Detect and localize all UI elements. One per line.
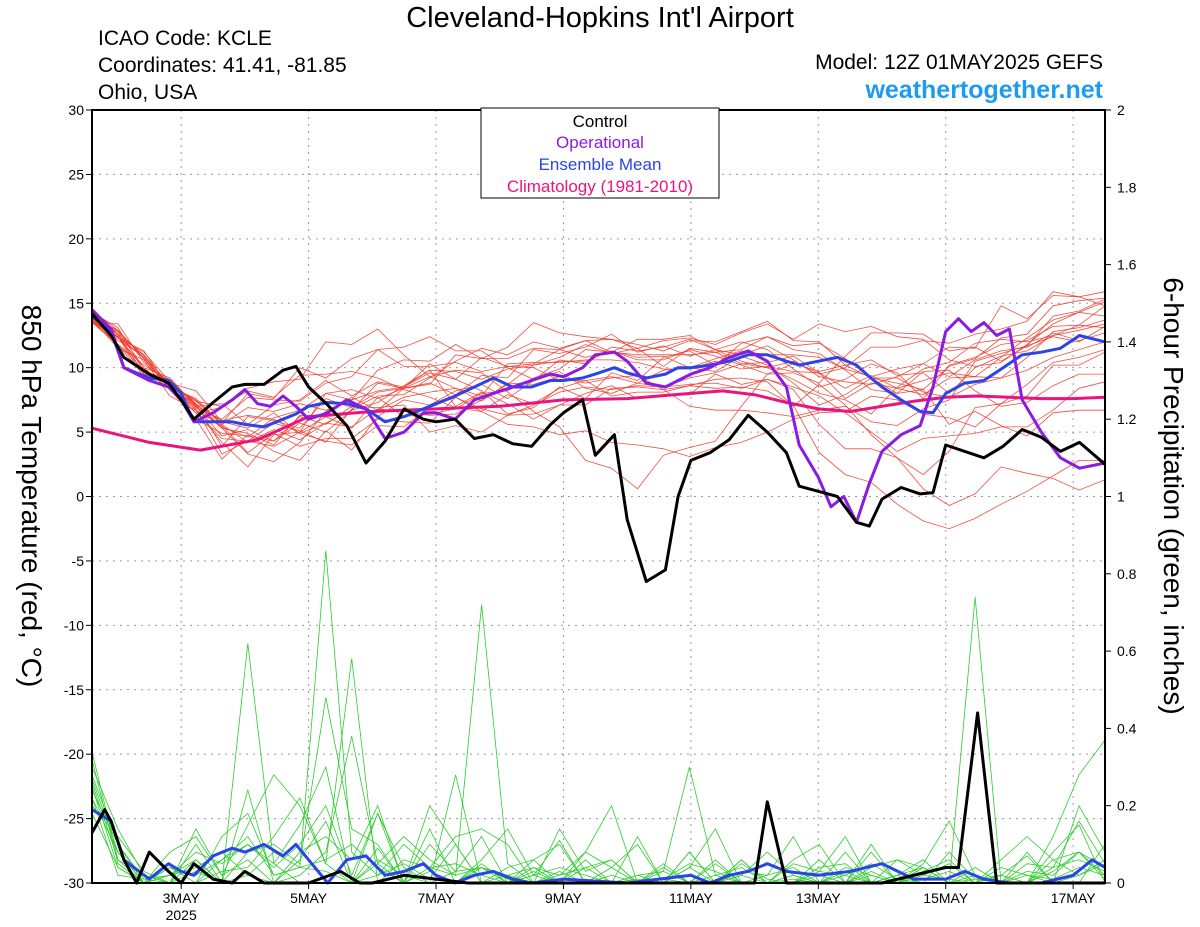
grid-layer: [92, 110, 1105, 883]
model-run: Model: 12Z 01MAY2025 GEFS: [815, 51, 1103, 74]
left-tick-label: -10: [64, 617, 84, 633]
temp-member-2: [91, 320, 1106, 476]
left-tick-label: -20: [64, 746, 84, 762]
temp-members-layer: [91, 291, 1106, 530]
temp-member-8: [91, 301, 1106, 425]
x-tick-label: 11MAY: [669, 890, 713, 906]
icao-code: ICAO Code: KCLE: [98, 27, 272, 50]
left-tick-label: 15: [68, 295, 84, 311]
site-link[interactable]: weathertogether.net: [865, 76, 1103, 104]
chart-title: Cleveland-Hopkins Int'l Airport: [406, 2, 794, 34]
ensemble-mean-right-line: [91, 808, 1106, 885]
coordinates: Coordinates: 41.41, -81.85: [98, 54, 347, 77]
left-tick-label: 30: [68, 102, 84, 118]
right-tick-label: 0.4: [1117, 720, 1137, 736]
temp-member-4: [91, 315, 1106, 506]
temp-member-7: [91, 291, 1106, 454]
y-axis-label-left: 850 hPa Temperature (red, °C): [16, 305, 47, 688]
temp-member-6: [91, 312, 1106, 455]
left-tick-label: 0: [76, 489, 84, 505]
temp-member-3: [91, 291, 1106, 461]
control-right-line: [90, 711, 1105, 885]
precip-members-layer: [91, 550, 1106, 885]
temp-member-20: [91, 318, 1106, 490]
right-tick-label: 0.2: [1117, 798, 1137, 814]
left-tick-label: 20: [68, 231, 84, 247]
left-tick-label: -5: [72, 553, 85, 569]
region: Ohio, USA: [98, 81, 198, 104]
left-tick-label: -25: [64, 811, 84, 827]
precip-member-2: [91, 697, 1106, 884]
x-tick-label: 9MAY: [545, 890, 583, 906]
x-tick-label: 13MAY: [796, 890, 842, 906]
left-tick-label: -15: [64, 682, 84, 698]
temp-member-15: [91, 312, 1106, 424]
x-tick-sublabel: 2025: [166, 907, 197, 923]
legend-ensemble-mean: Ensemble Mean: [539, 155, 662, 174]
axes-layer: 302520151050-5-10-15-20-25-3021.81.61.41…: [64, 102, 1137, 923]
precip-member-1: [91, 739, 1106, 884]
legend-box: Control Operational Ensemble Mean Climat…: [480, 107, 720, 199]
x-tick-label: 7MAY: [417, 890, 455, 906]
x-tick-label: 5MAY: [290, 890, 328, 906]
left-tick-label: 10: [68, 360, 84, 376]
temp-member-17: [91, 321, 1106, 458]
right-tick-label: 1.8: [1117, 179, 1137, 195]
climatology-1981-2010-left-line: [91, 389, 1106, 452]
precip-member-11: [91, 751, 1106, 884]
temp-member-12: [91, 320, 1106, 443]
legend-operational: Operational: [556, 133, 644, 152]
precip-member-7: [91, 658, 1106, 884]
left-tick-label: 25: [68, 166, 84, 182]
right-tick-label: 1.4: [1117, 334, 1137, 350]
right-tick-label: 0.8: [1117, 566, 1137, 582]
precip-member-10: [91, 797, 1106, 884]
temp-member-14: [91, 311, 1106, 452]
precip-member-12: [91, 786, 1106, 884]
right-tick-label: 0: [1117, 875, 1125, 891]
temp-member-5: [91, 299, 1106, 427]
left-tick-label: 5: [76, 424, 84, 440]
temp-member-16: [91, 305, 1106, 447]
left-tick-label: -30: [64, 875, 84, 891]
right-tick-label: 2: [1117, 102, 1125, 118]
x-tick-label: 17MAY: [1051, 890, 1097, 906]
operational-left-line: [90, 308, 1106, 524]
legend-control: Control: [573, 112, 628, 131]
control-left-line: [90, 312, 1106, 583]
y-axis-label-right: 6-hour Precipitation (green, inches): [1158, 277, 1189, 714]
right-tick-label: 1: [1117, 489, 1125, 505]
main-series-layer: [90, 308, 1106, 885]
legend-climatology: Climatology (1981-2010): [507, 177, 693, 196]
temp-member-11: [91, 310, 1106, 434]
right-tick-label: 0.6: [1117, 643, 1137, 659]
x-tick-label: 3MAY: [163, 890, 201, 906]
x-tick-label: 15MAY: [923, 890, 969, 906]
right-tick-label: 1.2: [1117, 411, 1137, 427]
right-tick-label: 1.6: [1117, 257, 1137, 273]
